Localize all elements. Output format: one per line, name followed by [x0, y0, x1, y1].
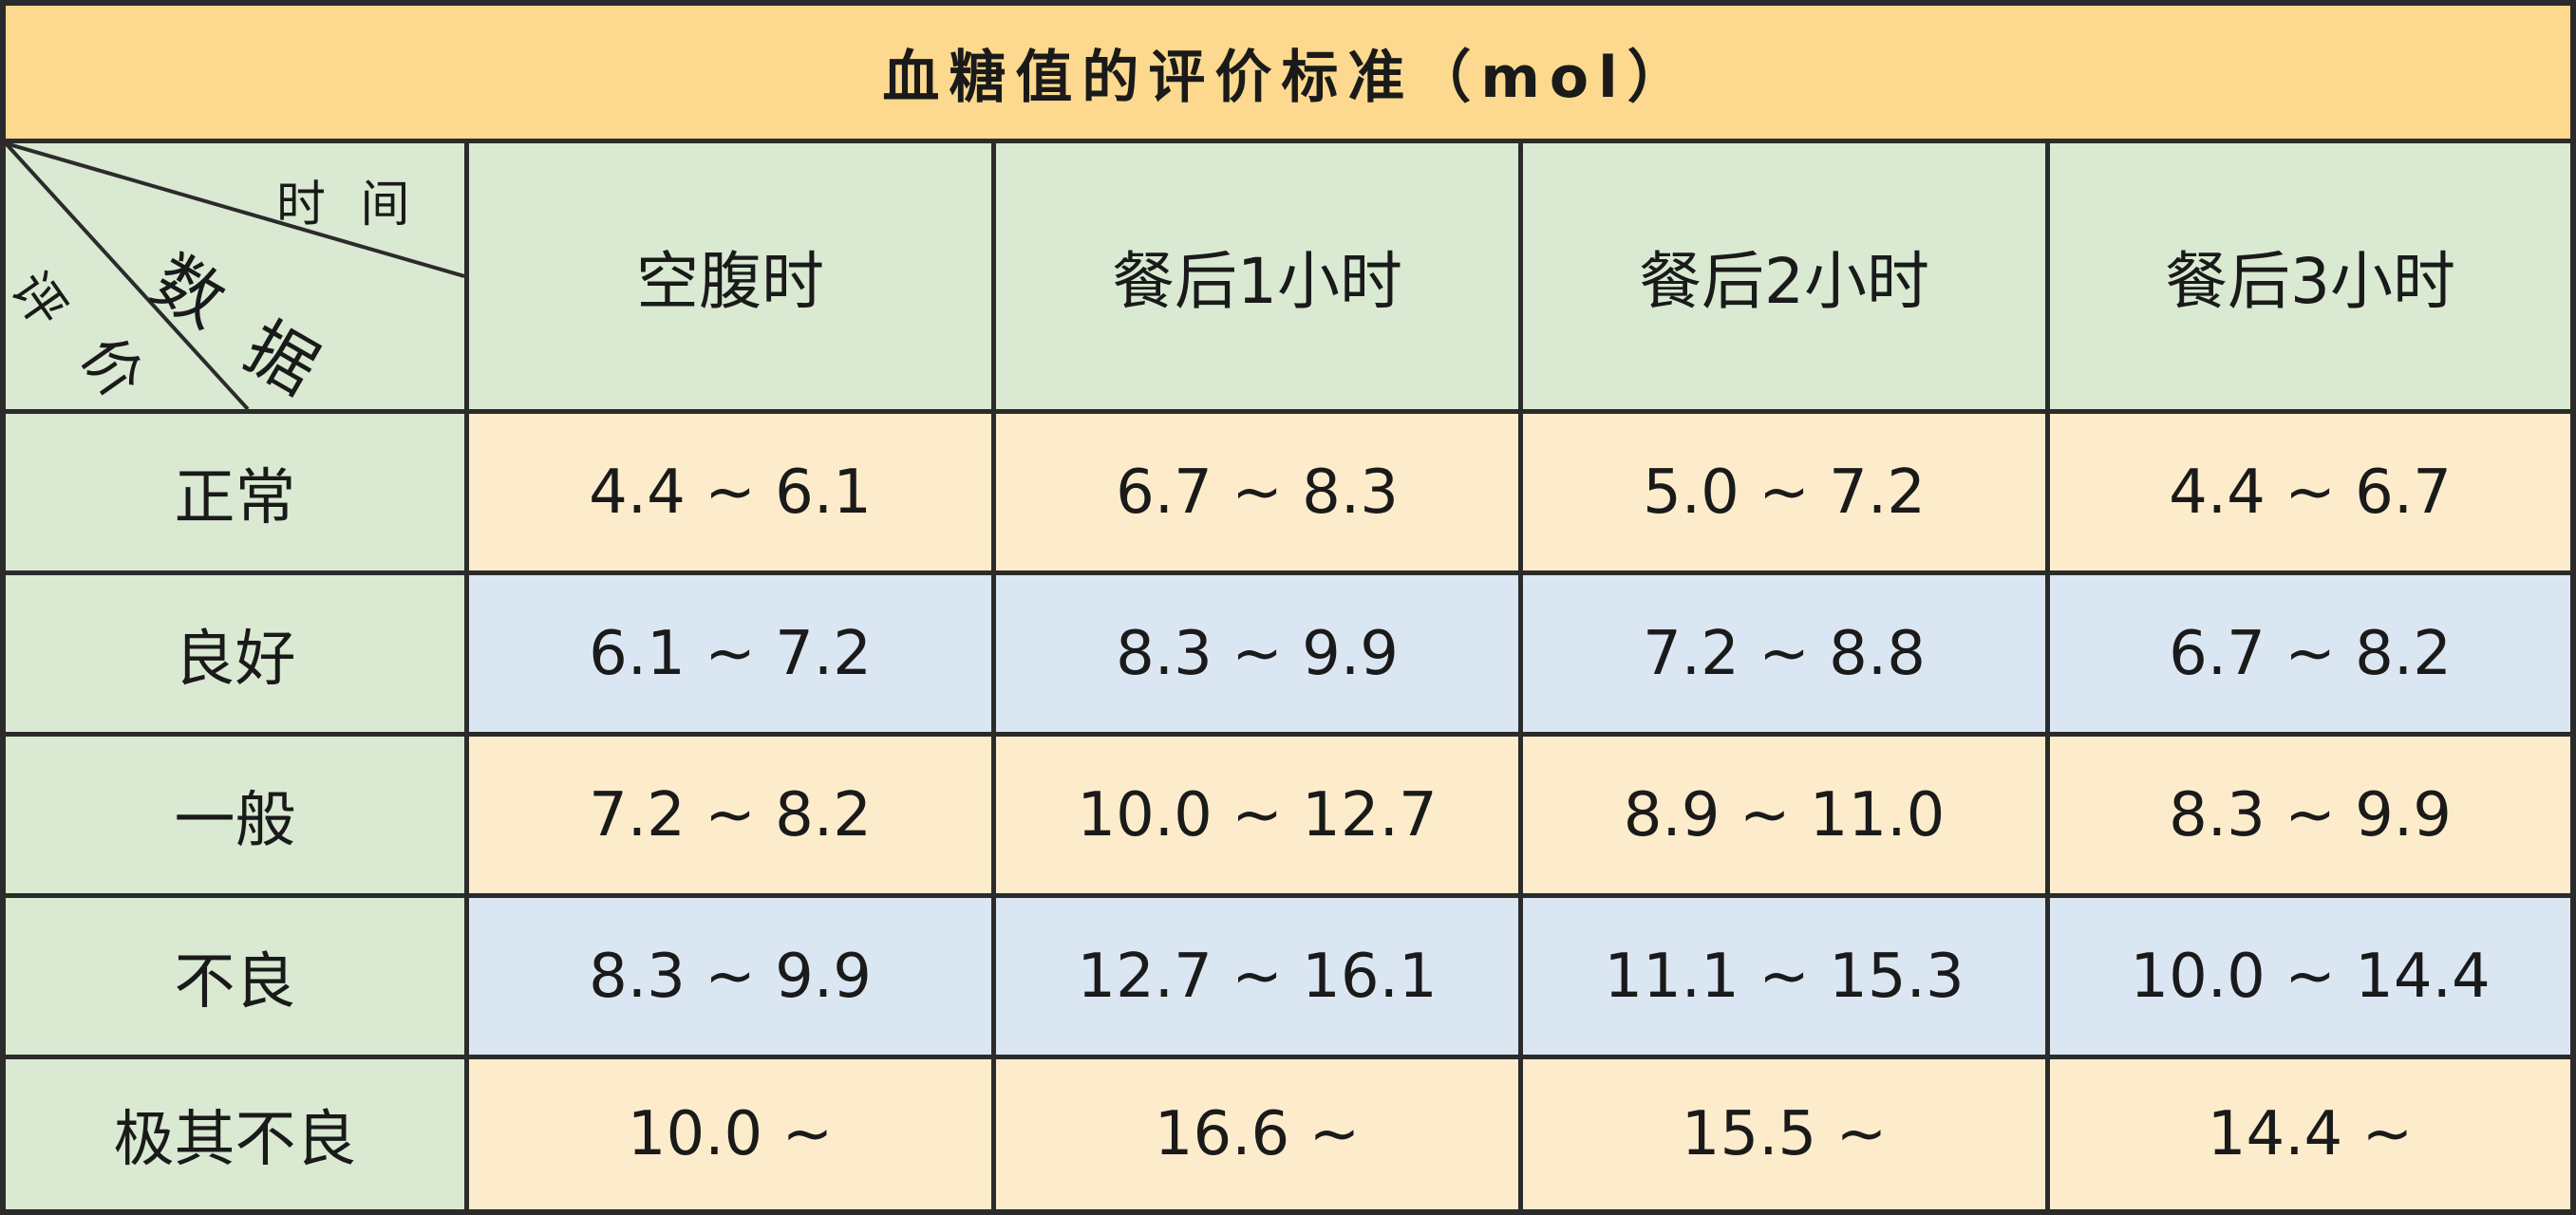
- table-cell: 10.0 ~ 12.7: [996, 737, 1518, 893]
- table-cell: 5.0 ~ 7.2: [1523, 414, 2045, 570]
- table-cell: 12.7 ~ 16.1: [996, 898, 1518, 1055]
- row-label-poor: 不良: [6, 898, 464, 1055]
- column-header-after-3h: 餐后3小时: [2050, 143, 2570, 409]
- table-cell: 6.7 ~ 8.3: [996, 414, 1518, 570]
- table-title: 血糖值的评价标准（mol）: [6, 6, 2570, 139]
- table-cell: 8.3 ~ 9.9: [469, 898, 991, 1055]
- table-cell: 11.1 ~ 15.3: [1523, 898, 2045, 1055]
- table-cell: 15.5 ~: [1523, 1059, 2045, 1209]
- table-cell: 16.6 ~: [996, 1059, 1518, 1209]
- corner-diagonals: [6, 143, 464, 409]
- table-cell: 10.0 ~ 14.4: [2050, 898, 2570, 1055]
- row-label-good: 良好: [6, 575, 464, 732]
- table-cell: 8.9 ~ 11.0: [1523, 737, 2045, 893]
- table-cell: 8.3 ~ 9.9: [2050, 737, 2570, 893]
- table-cell: 10.0 ~: [469, 1059, 991, 1209]
- row-label-average: 一般: [6, 737, 464, 893]
- table-cell: 7.2 ~ 8.2: [469, 737, 991, 893]
- table-cell: 4.4 ~ 6.1: [469, 414, 991, 570]
- table-cell: 14.4 ~: [2050, 1059, 2570, 1209]
- table-cell: 4.4 ~ 6.7: [2050, 414, 2570, 570]
- corner-header: 时 间 数 据 评 价: [0, 143, 464, 410]
- column-header-fasting: 空腹时: [469, 143, 991, 409]
- column-header-after-2h: 餐后2小时: [1523, 143, 2045, 409]
- row-label-normal: 正常: [6, 414, 464, 570]
- row-label-very-poor: 极其不良: [6, 1059, 464, 1209]
- column-header-after-1h: 餐后1小时: [996, 143, 1518, 409]
- corner-time-label: 时 间: [276, 177, 420, 234]
- table-cell: 8.3 ~ 9.9: [996, 575, 1518, 732]
- table-cell: 6.1 ~ 7.2: [469, 575, 991, 732]
- table-cell: 6.7 ~ 8.2: [2050, 575, 2570, 732]
- table-cell: 7.2 ~ 8.8: [1523, 575, 2045, 732]
